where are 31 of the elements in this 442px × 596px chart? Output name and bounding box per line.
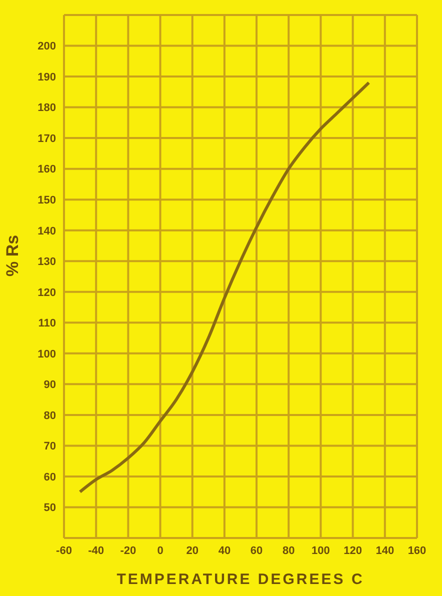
x-tick-label: 100	[312, 544, 330, 557]
y-tick-label: 60	[44, 471, 56, 484]
x-tick-label: -40	[88, 544, 104, 557]
x-tick-label: 160	[408, 544, 426, 557]
y-tick-label: 170	[38, 132, 56, 145]
y-tick-label: 190	[38, 71, 56, 84]
line-series	[78, 81, 370, 494]
x-tick-label: 60	[250, 544, 263, 557]
y-tick-label: 110	[38, 318, 56, 330]
y-tick-label: 100	[38, 348, 56, 360]
y-tick-label: 160	[38, 164, 56, 176]
y-tick-label: 70	[44, 440, 56, 453]
y-tick-label: 180	[38, 102, 56, 114]
x-tick-label: -20	[120, 544, 136, 557]
y-tick-label: 200	[38, 40, 56, 53]
y-tick-label: 90	[44, 379, 56, 392]
x-axis-title: TEMPERATURE DEGREES C	[116, 571, 364, 588]
y-tick-label: 80	[44, 410, 56, 422]
x-tick-label: 0	[157, 544, 164, 557]
y-axis-title: % Rs	[3, 234, 22, 276]
y-tick-label: 120	[38, 286, 56, 299]
x-tick-label: -60	[56, 544, 72, 557]
y-tick-label: 50	[44, 502, 56, 514]
x-tick-label: 140	[376, 544, 394, 557]
x-tick-label: 120	[344, 544, 362, 557]
y-tick-label: 150	[38, 194, 56, 206]
x-tick-label: 40	[218, 544, 231, 557]
y-tick-label: 140	[38, 225, 56, 238]
x-tick-label: 20	[186, 544, 198, 557]
y-tick-label: 130	[38, 256, 56, 268]
x-tick-label: 80	[282, 544, 295, 557]
